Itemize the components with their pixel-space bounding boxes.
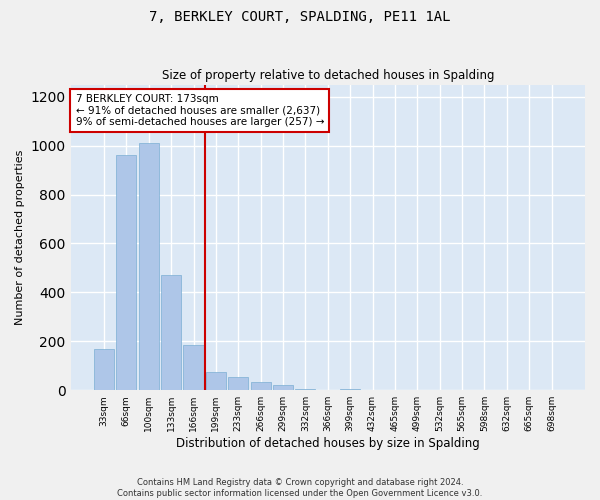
Bar (161, 276, 181, 390)
Text: 7 BERKLEY COURT: 173sqm
← 91% of detached houses are smaller (2,637)
9% of semi-: 7 BERKLEY COURT: 173sqm ← 91% of detache… (76, 94, 324, 127)
Bar (184, 345, 203, 390)
Text: Contains HM Land Registry data © Crown copyright and database right 2024.
Contai: Contains HM Land Registry data © Crown c… (118, 478, 482, 498)
Bar (206, 372, 226, 390)
Bar (295, 389, 316, 390)
Bar (94, 348, 114, 390)
X-axis label: Distribution of detached houses by size in Spalding: Distribution of detached houses by size … (176, 437, 479, 450)
Bar (340, 389, 360, 390)
Bar (273, 386, 293, 390)
Text: 7, BERKLEY COURT, SPALDING, PE11 1AL: 7, BERKLEY COURT, SPALDING, PE11 1AL (149, 10, 451, 24)
Bar (228, 377, 248, 390)
Bar (139, 143, 159, 390)
Title: Size of property relative to detached houses in Spalding: Size of property relative to detached ho… (161, 69, 494, 82)
Bar (116, 156, 136, 390)
Bar (251, 382, 271, 390)
Y-axis label: Number of detached properties: Number of detached properties (15, 150, 25, 325)
